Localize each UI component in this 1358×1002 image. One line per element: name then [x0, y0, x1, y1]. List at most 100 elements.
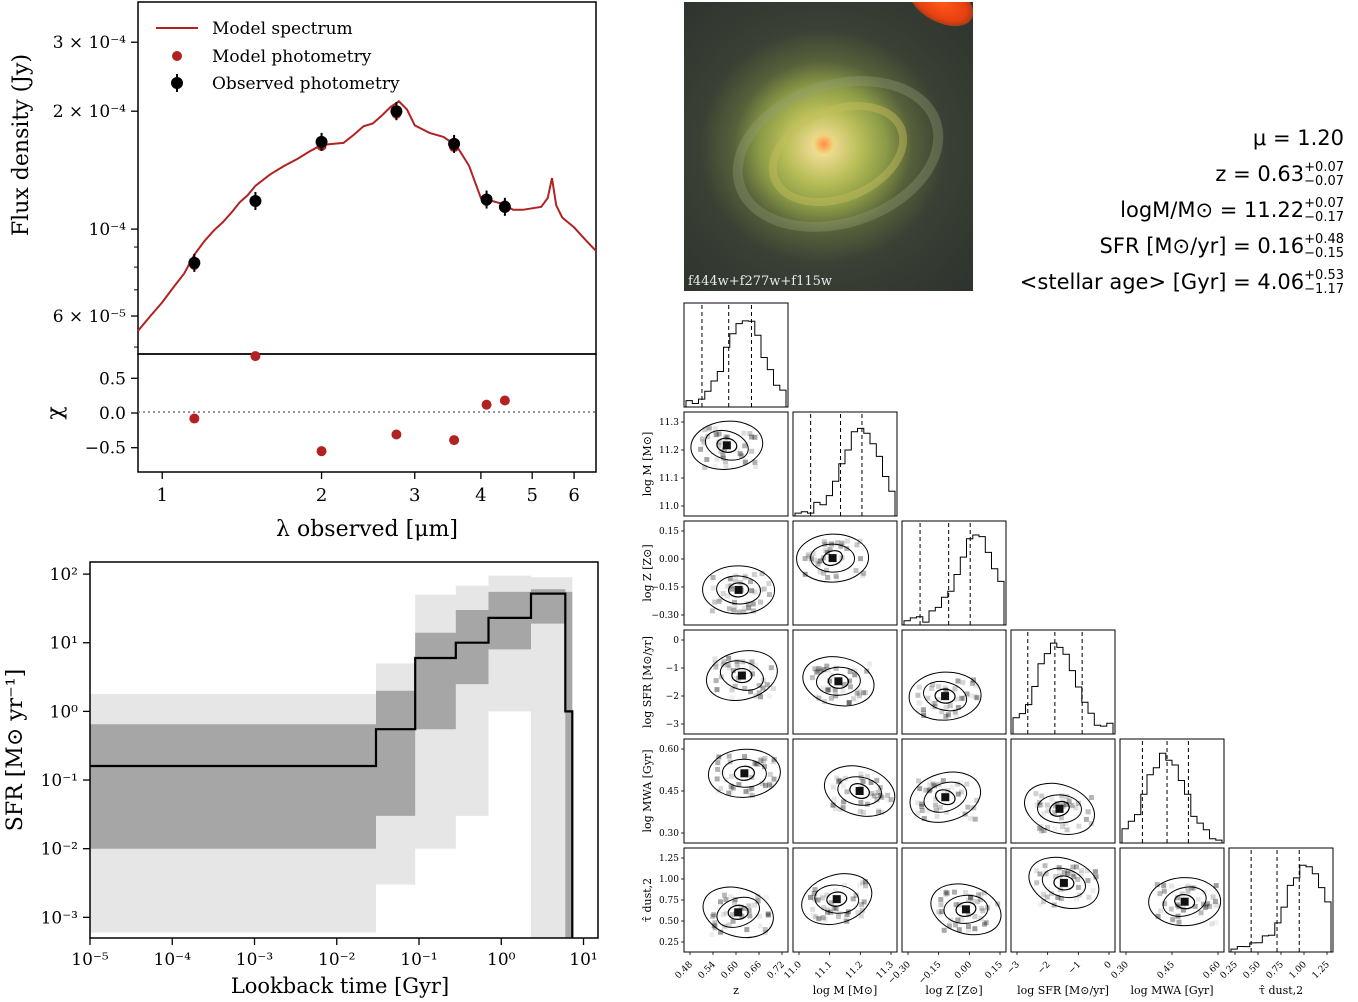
corner-density-cell [847, 684, 853, 690]
corner-density-cell [955, 917, 961, 923]
corner-density-cell [816, 695, 822, 701]
corner-density-cell [704, 457, 710, 462]
corner-peak-cell [1180, 897, 1189, 906]
corner-density-cell [729, 586, 735, 592]
corner-density-cell [1066, 798, 1072, 804]
corner-density-cell [875, 790, 881, 795]
corner-density-cell [1034, 802, 1040, 808]
posterior-stat: SFR [M⊙/yr] = 0.16 +0.48 −0.15 [1020, 228, 1344, 264]
corner-ytick-label: 0.15 [659, 527, 679, 537]
corner-peak-cell [941, 692, 950, 701]
chi-xlabel: λ observed [μm] [276, 517, 458, 542]
corner-density-cell [945, 712, 951, 718]
corner-density-cell [700, 439, 706, 445]
corner-density-cell [722, 447, 727, 453]
corner-contour [1174, 893, 1196, 910]
corner-density-cell [755, 894, 761, 900]
corner-density-cell [858, 775, 864, 781]
corner-density-cell [968, 894, 974, 900]
corner-contour [719, 660, 764, 691]
corner-peak-cell [834, 677, 843, 686]
corner-density-cell [936, 697, 942, 702]
corner-density-cell [1041, 810, 1047, 816]
corner-density-cell [842, 775, 848, 781]
legend-model-photometry-marker [172, 51, 182, 61]
posterior-stat: z = 0.63 +0.07 −0.07 [1020, 156, 1344, 192]
legend-model-photometry: Model photometry [212, 47, 372, 67]
corner-density-cell [879, 794, 885, 800]
corner-density-cell [729, 773, 734, 779]
corner-density-cell [851, 696, 857, 702]
corner-density-cell [833, 693, 839, 699]
corner-density-cell [864, 773, 870, 779]
corner-density-cell [1210, 894, 1216, 900]
corner-contour-panel [792, 520, 898, 626]
corner-density-cell [762, 756, 768, 761]
corner-density-cell [1037, 902, 1043, 908]
corner-density-cell [919, 808, 925, 813]
corner-density-cell [974, 695, 980, 701]
corner-density-cell [885, 797, 891, 803]
corner-contour [814, 884, 860, 914]
corner-density-cell [976, 892, 982, 898]
corner-density-cell [859, 907, 865, 913]
corner-density-cell [758, 599, 764, 605]
corner-peak-cell [961, 905, 970, 914]
corner-density-cell [732, 578, 738, 584]
corner-panel-frame [901, 520, 1007, 626]
corner-density-cell [972, 693, 978, 699]
corner-density-cell [765, 911, 771, 917]
corner-xtick-label: 11.1 [813, 960, 834, 981]
corner-density-cell [925, 695, 931, 701]
corner-density-cell [753, 464, 759, 470]
corner-density-cell [709, 608, 715, 614]
corner-density-cell [815, 668, 821, 674]
corner-density-cell [821, 905, 827, 911]
corner-density-cell [1045, 808, 1051, 814]
corner-density-cell [834, 575, 840, 581]
corner-density-cell [732, 900, 737, 905]
corner-density-cell [852, 672, 858, 678]
corner-peak-cell [740, 769, 749, 778]
corner-panel-frame [1010, 847, 1116, 953]
corner-density-cell [822, 916, 828, 922]
corner-ytick-label: 0.30 [659, 829, 679, 839]
corner-density-cell [723, 897, 729, 903]
corner-density-cell [1037, 825, 1042, 831]
corner-density-cell [933, 796, 939, 802]
corner-density-cell [753, 662, 759, 668]
corner-panel-frame [683, 629, 789, 735]
corner-density-cell [698, 446, 704, 452]
chi-xtick-label: 3 [409, 485, 420, 506]
corner-density-cell [1092, 869, 1098, 875]
corner-density-cell [972, 926, 978, 932]
corner-density-cell [706, 425, 712, 431]
corner-density-cell [747, 431, 753, 437]
corner-density-cell [1175, 895, 1181, 901]
corner-density-cell [741, 430, 747, 436]
corner-peak-cell [828, 554, 837, 563]
corner-density-cell [1202, 905, 1208, 911]
corner-density-cell [1052, 826, 1058, 832]
sed-ytick-label: 3 × 10⁻⁴ [53, 33, 126, 53]
corner-density-cell [746, 787, 752, 792]
corner-ytick-label: 11.3 [659, 418, 679, 428]
corner-xtick-label: −2 [1036, 960, 1052, 976]
corner-density-cell [1176, 919, 1182, 925]
corner-density-cell [1041, 899, 1046, 905]
corner-density-cell [742, 754, 748, 760]
galaxy-core [814, 134, 834, 154]
corner-density-cell [723, 910, 729, 916]
chi-point [316, 446, 327, 457]
corner-density-cell [836, 777, 842, 783]
corner-density-cell [1154, 882, 1160, 888]
corner-density-cell [1073, 864, 1079, 870]
corner-density-cell [766, 592, 772, 598]
corner-panel-frame [1010, 738, 1116, 844]
corner-density-cell [943, 705, 949, 711]
corner-density-cell [1065, 871, 1071, 877]
corner-density-cell [749, 434, 754, 440]
corner-density-cell [970, 680, 975, 686]
corner-density-cell [846, 678, 852, 684]
corner-density-cell [718, 929, 724, 935]
